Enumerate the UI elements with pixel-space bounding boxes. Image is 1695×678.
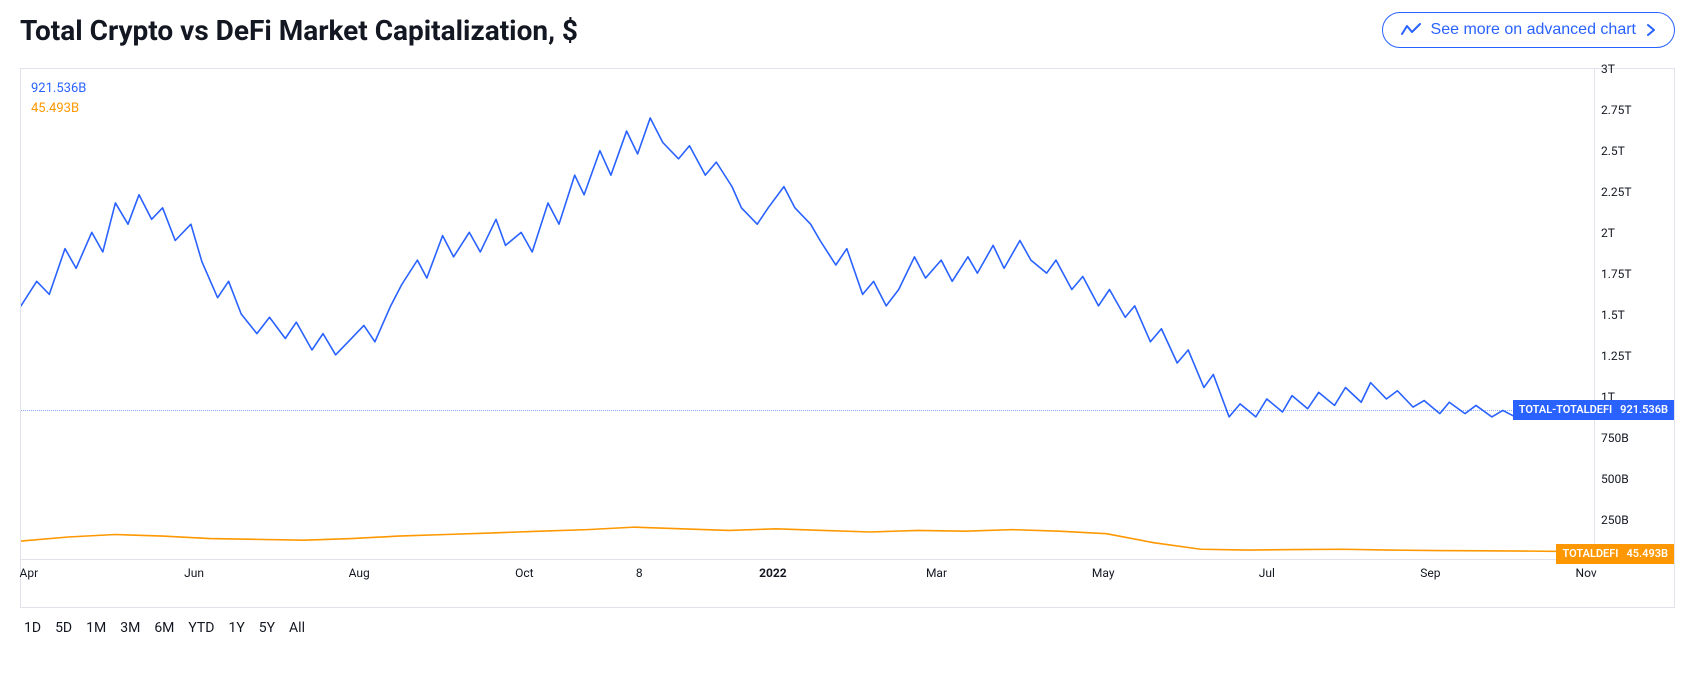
y-tick: 2.75T [1601, 103, 1632, 117]
range-1m[interactable]: 1M [86, 620, 106, 636]
x-tick: Aug [349, 566, 370, 580]
y-axis: 3T2.75T2.5T2.25T2T1.75T1.5T1.25T1T750B50… [1594, 69, 1674, 559]
page-title: Total Crypto vs DeFi Market Capitalizati… [20, 14, 578, 47]
x-tick: May [1092, 566, 1115, 580]
y-tick: 500B [1601, 472, 1629, 486]
range-6m[interactable]: 6M [154, 620, 174, 636]
y-tick: 1.75T [1601, 267, 1632, 281]
price-tag-s2: TOTALDEFI45.493B [1556, 544, 1674, 564]
price-tag-s1: TOTAL-TOTALDEFI921.536B [1513, 400, 1674, 420]
legend: 921.536B 45.493B [31, 79, 86, 118]
series-line [21, 527, 1594, 552]
chevron-right-icon [1646, 23, 1656, 37]
y-tick: 2.25T [1601, 185, 1632, 199]
legend-series1-value: 921.536B [31, 79, 86, 99]
y-tick: 2.5T [1601, 144, 1625, 158]
time-range-bar: 1D 5D 1M 3M 6M YTD 1Y 5Y All [20, 608, 1675, 636]
legend-series2-value: 45.493B [31, 99, 86, 119]
spark-icon [1401, 23, 1421, 37]
y-tick: 3T [1601, 62, 1615, 76]
y-tick: 1.5T [1601, 308, 1625, 322]
x-tick: Jul [1259, 566, 1275, 580]
x-tick: Sep [1420, 566, 1440, 580]
range-5d[interactable]: 5D [55, 620, 72, 636]
chart-frame: 921.536B 45.493B 3T2.75T2.5T2.25T2T1.75T… [20, 68, 1675, 608]
x-tick: Apr [20, 566, 39, 580]
x-tick: 8 [636, 566, 643, 580]
y-tick: 1.25T [1601, 349, 1632, 363]
series-line [21, 118, 1594, 419]
x-tick: Nov [1576, 566, 1597, 580]
reference-line [21, 410, 1594, 411]
range-5y[interactable]: 5Y [259, 620, 275, 636]
range-3m[interactable]: 3M [120, 620, 140, 636]
plot-area[interactable] [21, 69, 1594, 559]
x-tick: Jun [184, 566, 204, 580]
range-1d[interactable]: 1D [24, 620, 41, 636]
range-all[interactable]: All [289, 620, 305, 636]
header: Total Crypto vs DeFi Market Capitalizati… [20, 0, 1675, 68]
advanced-chart-label: See more on advanced chart [1431, 21, 1636, 39]
chart-svg [21, 69, 1594, 559]
x-tick: Oct [515, 566, 533, 580]
y-tick: 750B [1601, 431, 1629, 445]
y-tick: 250B [1601, 513, 1629, 527]
advanced-chart-button[interactable]: See more on advanced chart [1382, 12, 1675, 48]
range-ytd[interactable]: YTD [188, 620, 214, 636]
x-tick: Mar [926, 566, 947, 580]
x-tick: 2022 [759, 566, 787, 580]
range-1y[interactable]: 1Y [228, 620, 244, 636]
x-axis: Apr Jun Aug Oct 8 2022 Mar May Jul Sep Nov [21, 559, 1594, 607]
y-tick: 2T [1601, 226, 1615, 240]
